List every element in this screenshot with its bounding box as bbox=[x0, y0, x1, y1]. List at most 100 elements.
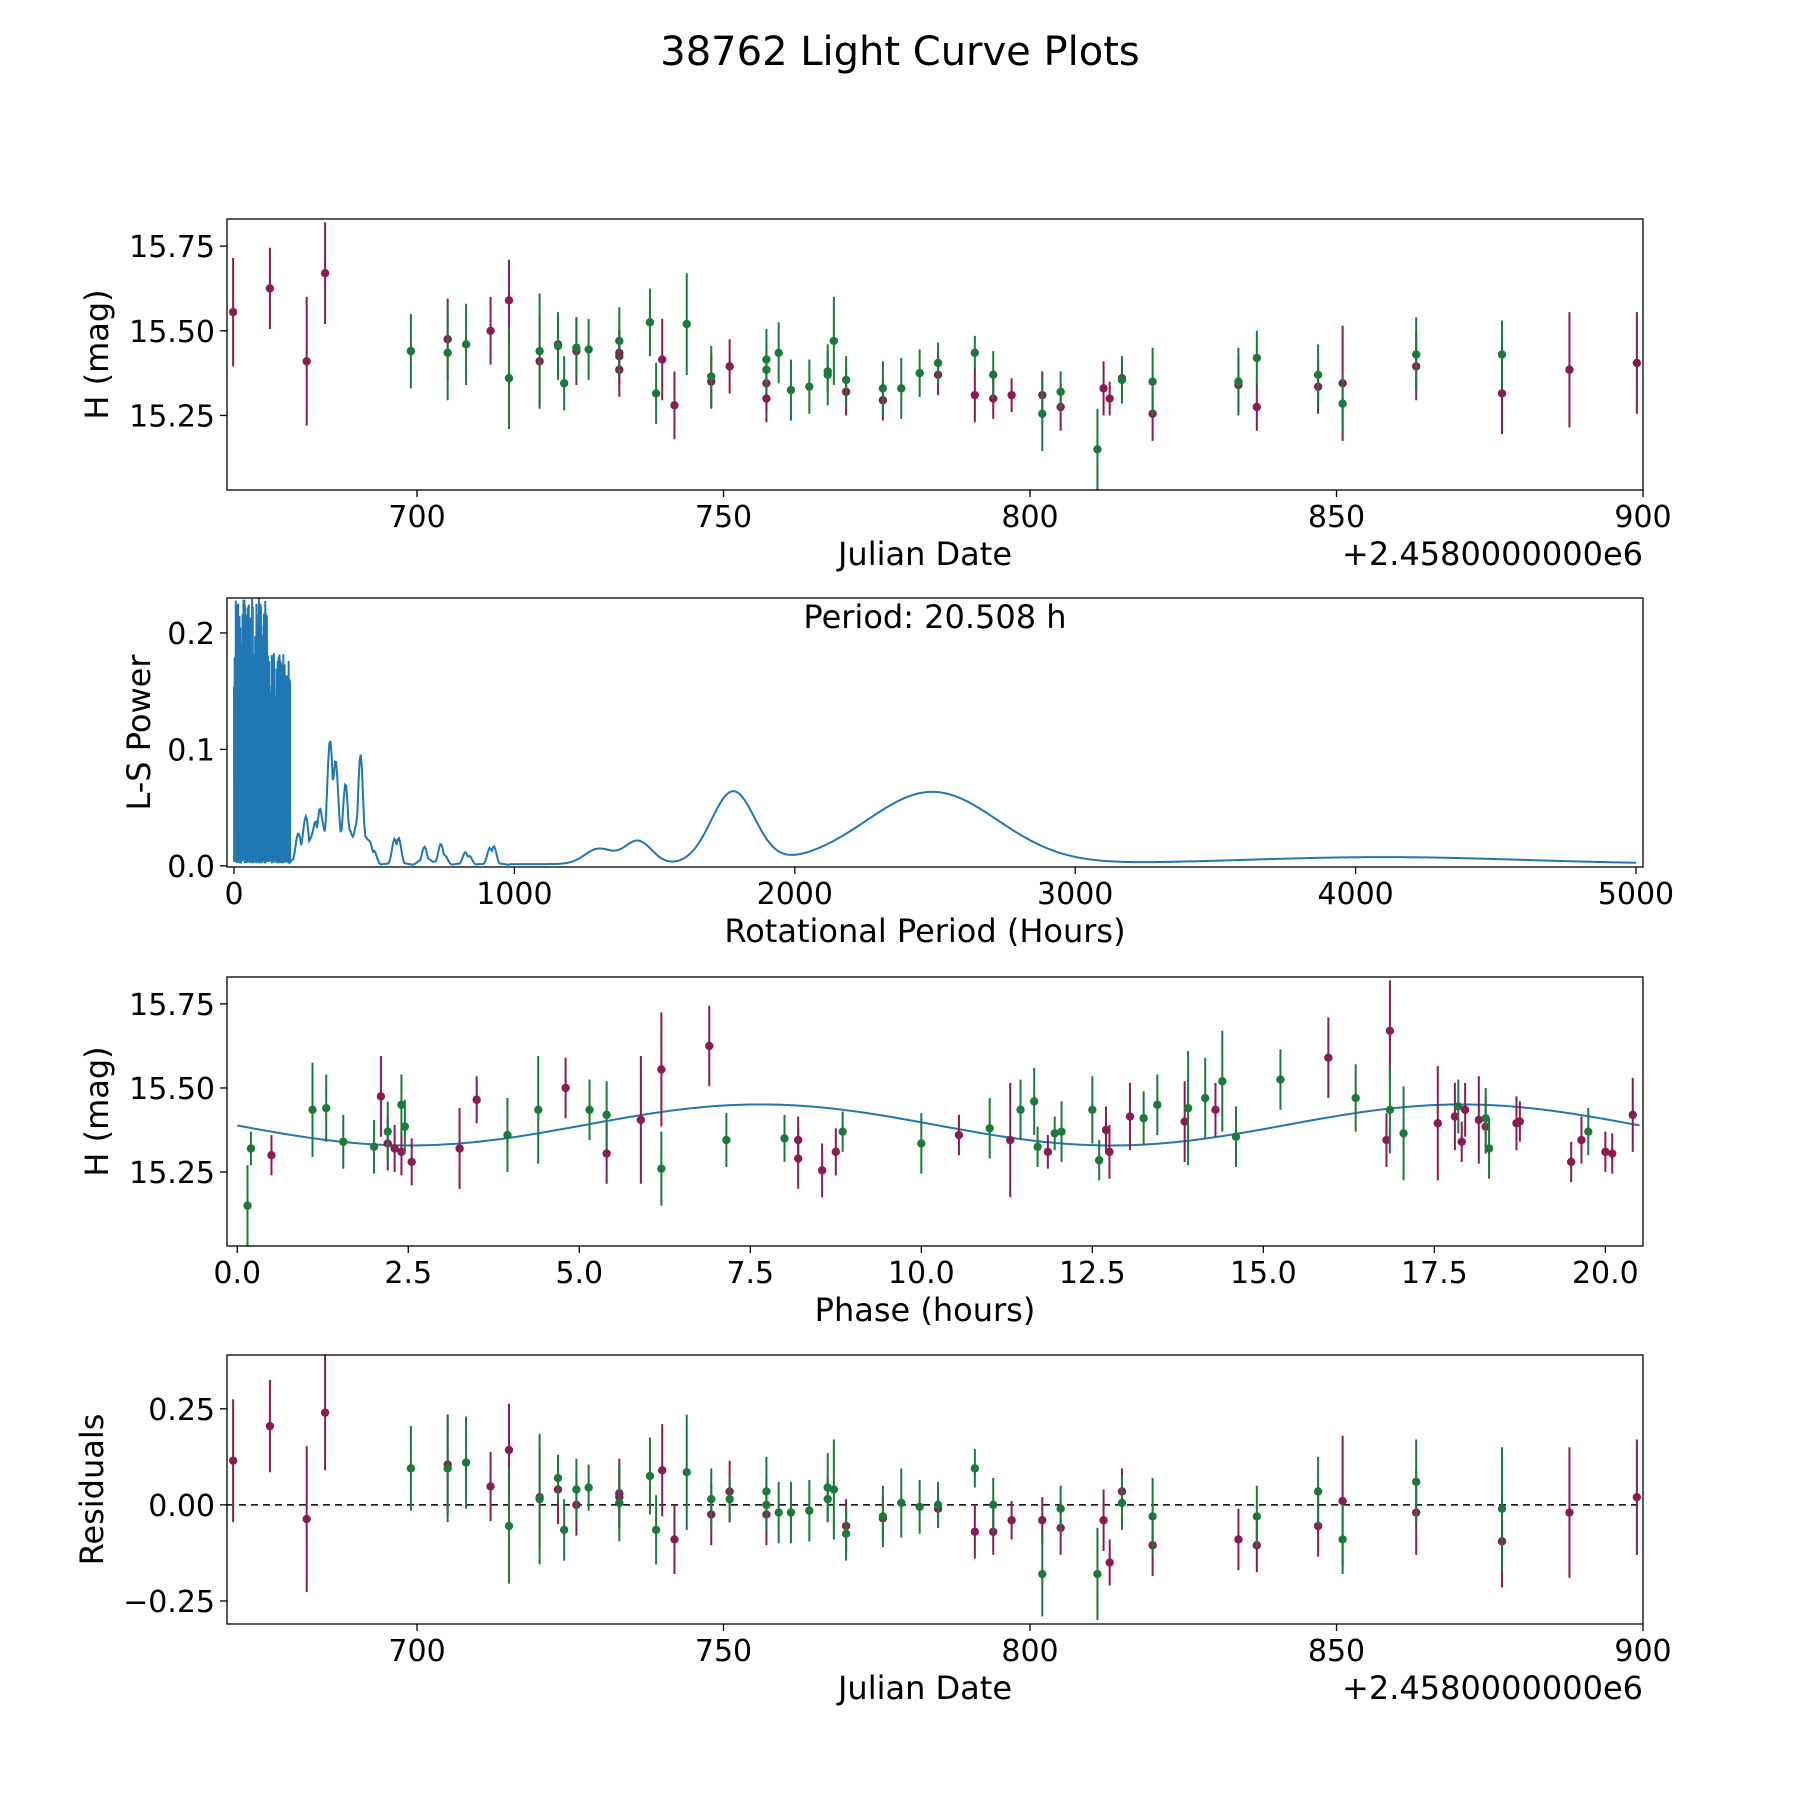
data-point bbox=[443, 1464, 452, 1473]
data-point bbox=[1105, 1558, 1114, 1567]
data-point bbox=[320, 1408, 330, 1417]
data-point bbox=[1577, 1135, 1586, 1145]
data-point bbox=[985, 1124, 994, 1133]
data-point bbox=[1105, 1147, 1114, 1157]
data-point bbox=[1007, 390, 1016, 400]
data-point bbox=[838, 1127, 847, 1136]
data-point bbox=[534, 1105, 543, 1115]
data-point bbox=[1057, 1127, 1066, 1136]
data-point bbox=[265, 1421, 275, 1431]
data-point bbox=[829, 336, 839, 346]
data-point bbox=[383, 1127, 392, 1136]
data-point bbox=[455, 1144, 464, 1153]
data-point bbox=[970, 1464, 980, 1473]
data-point bbox=[1460, 1105, 1470, 1115]
data-point bbox=[1183, 1103, 1193, 1113]
data-point bbox=[682, 319, 691, 329]
x-tick-label: 0.0 bbox=[213, 1256, 261, 1291]
data-point bbox=[1093, 1569, 1102, 1579]
data-point bbox=[823, 367, 832, 376]
data-point bbox=[1038, 409, 1047, 418]
plot-area-resid bbox=[227, 1355, 1643, 1621]
data-point bbox=[1399, 1129, 1408, 1138]
data-point bbox=[725, 1494, 734, 1504]
data-point bbox=[1234, 1535, 1243, 1544]
data-point bbox=[780, 1134, 789, 1143]
data-point bbox=[1515, 1117, 1525, 1126]
x-tick-label: 850 bbox=[1308, 1634, 1365, 1669]
data-point bbox=[267, 1151, 276, 1160]
y-tick-label: 0.00 bbox=[148, 1489, 215, 1524]
data-point bbox=[878, 384, 888, 393]
periodogram-line bbox=[233, 598, 1637, 866]
data-point bbox=[1056, 1504, 1065, 1513]
x-tick-label: 12.5 bbox=[1059, 1256, 1126, 1291]
data-point bbox=[1038, 1516, 1047, 1525]
data-point bbox=[897, 1498, 906, 1508]
data-point bbox=[1497, 389, 1507, 398]
data-point bbox=[1313, 1487, 1323, 1496]
data-point bbox=[762, 394, 771, 403]
data-point bbox=[376, 1092, 386, 1101]
data-point bbox=[989, 1500, 998, 1510]
data-point bbox=[1433, 1119, 1442, 1128]
data-point bbox=[1105, 394, 1114, 403]
data-point bbox=[707, 1494, 716, 1504]
data-point bbox=[246, 1144, 256, 1153]
data-point bbox=[636, 1115, 646, 1125]
data-point bbox=[1385, 1026, 1395, 1036]
data-point bbox=[400, 1122, 410, 1131]
x-tick-label: 3000 bbox=[1037, 877, 1113, 912]
data-point bbox=[503, 1130, 512, 1140]
y-tick-label: 0.1 bbox=[167, 733, 215, 768]
data-point bbox=[1565, 365, 1574, 374]
data-point bbox=[390, 1144, 399, 1153]
x-tick-label: 0 bbox=[224, 877, 243, 912]
x-tick-label: 750 bbox=[695, 500, 752, 535]
x-offset-text: +2.4580000000e6 bbox=[1342, 535, 1643, 573]
data-point bbox=[829, 1485, 839, 1494]
data-point bbox=[725, 362, 734, 371]
data-point bbox=[1382, 1135, 1391, 1145]
data-point bbox=[243, 1201, 252, 1210]
series-filter-g bbox=[406, 273, 1507, 490]
data-point bbox=[615, 336, 624, 346]
x-tick-label: 750 bbox=[695, 1634, 752, 1669]
x-tick-label: 7.5 bbox=[726, 1256, 774, 1291]
x-axis-label: Rotational Period (Hours) bbox=[724, 912, 1125, 950]
data-point bbox=[1218, 1077, 1227, 1086]
axes-frame-ls bbox=[226, 597, 1644, 868]
data-point bbox=[878, 1512, 888, 1521]
data-point bbox=[657, 1164, 666, 1173]
data-point bbox=[1148, 377, 1157, 386]
data-point bbox=[831, 1147, 841, 1157]
data-point bbox=[472, 1095, 481, 1104]
data-point bbox=[989, 370, 998, 380]
y-tick-label: 15.75 bbox=[129, 230, 215, 265]
data-point bbox=[339, 1137, 348, 1146]
data-point bbox=[486, 326, 495, 335]
data-point bbox=[774, 348, 783, 358]
series-filter-r bbox=[228, 1355, 1642, 1593]
y-axis-label: H (mag) bbox=[78, 289, 116, 419]
data-point bbox=[1117, 1498, 1127, 1508]
data-point bbox=[1584, 1127, 1593, 1136]
data-point bbox=[1016, 1105, 1025, 1115]
y-tick-label: 15.25 bbox=[129, 1156, 215, 1191]
y-tick-label: 0.0 bbox=[167, 850, 215, 885]
plot-area-phase bbox=[237, 980, 1640, 1246]
series-filter-r bbox=[228, 222, 1642, 441]
y-axis-label: H (mag) bbox=[78, 1046, 116, 1176]
data-point bbox=[443, 348, 452, 358]
x-tick-label: 2000 bbox=[757, 877, 833, 912]
x-tick-label: 2.5 bbox=[384, 1256, 432, 1291]
data-point bbox=[1338, 399, 1347, 408]
series-filter-g bbox=[406, 1414, 1507, 1621]
data-point bbox=[486, 1482, 495, 1491]
data-point bbox=[1088, 1105, 1097, 1115]
data-point bbox=[1566, 1157, 1576, 1167]
data-point bbox=[1474, 1115, 1484, 1125]
data-point bbox=[1313, 1521, 1323, 1531]
data-point bbox=[774, 1508, 783, 1517]
data-point bbox=[308, 1105, 317, 1115]
